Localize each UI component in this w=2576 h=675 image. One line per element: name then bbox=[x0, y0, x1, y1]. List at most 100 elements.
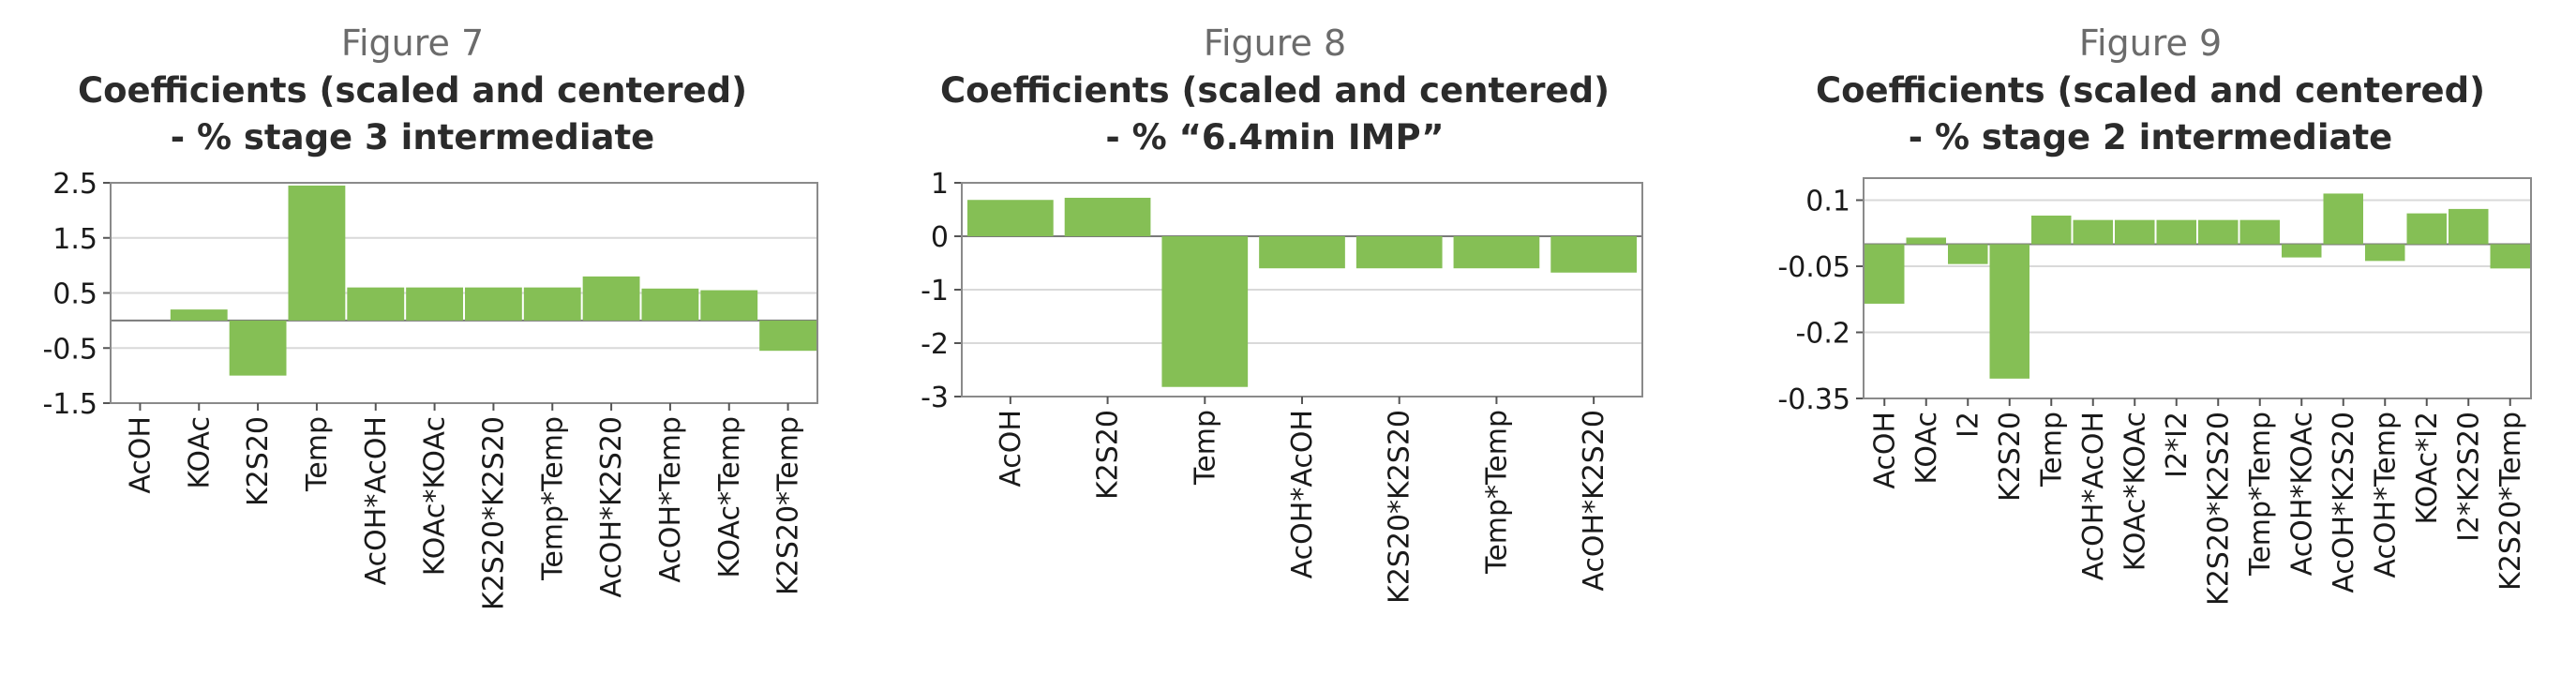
bar bbox=[641, 288, 699, 321]
y-tick-label: -0.05 bbox=[1777, 251, 1850, 284]
x-tick-label: K2S20*K2S20 bbox=[2202, 412, 2235, 606]
bar bbox=[967, 200, 1054, 236]
x-tick-label: AcOH*Temp bbox=[2369, 412, 2402, 578]
bar bbox=[2115, 219, 2155, 245]
x-tick-label: AcOH bbox=[124, 416, 157, 494]
bar bbox=[1161, 236, 1249, 387]
x-tick-label: KOAc*KOAc bbox=[419, 416, 452, 576]
y-tick-label: 0.1 bbox=[1805, 186, 1850, 218]
bar bbox=[1355, 236, 1443, 269]
chart-title: Coefficients (scaled and centered) - % s… bbox=[0, 68, 825, 161]
chart-title-line-1: Coefficients (scaled and centered) bbox=[939, 70, 1610, 111]
y-tick-label: 1 bbox=[931, 168, 949, 201]
chart-title-line-2: - % “6.4min IMP” bbox=[1105, 117, 1445, 158]
bar bbox=[2073, 219, 2113, 245]
x-tick-label: I2 bbox=[1952, 412, 1984, 438]
coefficient-bar-chart: 0.1 -0.05 -0.2 -0.35 AcOH KOAc I2 K2S20 Temp AcOH… bbox=[1777, 177, 2532, 606]
bar bbox=[406, 287, 463, 321]
bar bbox=[288, 185, 346, 321]
figure-7-panel: Figure 7 Coefficients (scaled and center… bbox=[0, 0, 825, 675]
bar bbox=[465, 287, 522, 321]
coefficient-bar-chart: 2.5 1.5 0.5 -0.5 -1.5 AcOH KOAc K2S20 Temp AcOH*A… bbox=[42, 168, 818, 610]
bar bbox=[1865, 244, 1905, 304]
x-tick-label: AcOH*AcOH bbox=[360, 416, 393, 585]
bar bbox=[170, 309, 228, 321]
x-tick-label: KOAc*Temp bbox=[713, 416, 746, 578]
x-tick-label: AcOH bbox=[1868, 412, 1901, 489]
x-tick-label: KOAc bbox=[183, 416, 216, 489]
x-tick-label: Temp bbox=[1189, 410, 1221, 486]
y-tick-label: 2.5 bbox=[52, 168, 97, 201]
x-tick-label: Temp bbox=[301, 416, 334, 492]
bar bbox=[759, 320, 816, 352]
x-tick-label: K2S20 bbox=[1092, 410, 1125, 500]
bar bbox=[229, 320, 287, 376]
chart-title-line-2: - % stage 2 intermediate bbox=[1908, 117, 2393, 158]
x-tick-label: K2S20*K2S20 bbox=[1384, 410, 1416, 604]
x-tick-label: K2S20*Temp bbox=[772, 416, 805, 595]
bar bbox=[2490, 244, 2530, 269]
x-tick-label: KOAc*KOAc bbox=[2119, 412, 2151, 571]
x-tick-label: Temp*Temp bbox=[1480, 410, 1513, 575]
x-tick-label: Temp*Temp bbox=[2244, 412, 2277, 577]
x-tick-label: AcOH*KOAc bbox=[2285, 412, 2318, 576]
y-tick-label: -3 bbox=[921, 382, 949, 414]
bar bbox=[1948, 244, 1988, 264]
chart-title-line-2: - % stage 3 intermediate bbox=[170, 117, 655, 158]
bar bbox=[347, 287, 405, 321]
chart-title: Coefficients (scaled and centered) - % s… bbox=[1725, 68, 2576, 161]
x-tick-label: I2*K2S20 bbox=[2452, 412, 2485, 542]
y-tick-label: 1.5 bbox=[52, 223, 97, 256]
x-tick-label: AcOH*K2S20 bbox=[2328, 412, 2360, 593]
x-tick-label: AcOH*AcOH bbox=[1286, 410, 1319, 578]
bar bbox=[2156, 219, 2196, 245]
bar bbox=[1453, 236, 1540, 269]
bar bbox=[1259, 236, 1345, 269]
bar bbox=[2282, 244, 2322, 258]
bar bbox=[2031, 215, 2072, 245]
bar bbox=[2323, 193, 2363, 245]
y-tick-label: -1 bbox=[921, 275, 949, 308]
x-tick-label: KOAc*I2 bbox=[2411, 412, 2444, 525]
x-tick-label: AcOH*K2S20 bbox=[1578, 410, 1610, 592]
y-tick-label: -2 bbox=[921, 328, 949, 361]
bar bbox=[2449, 208, 2489, 245]
bar bbox=[700, 290, 758, 321]
y-tick-label: -0.35 bbox=[1777, 383, 1850, 416]
bar bbox=[1906, 237, 1946, 245]
y-tick-label: -0.2 bbox=[1795, 318, 1850, 351]
y-tick-label: 0 bbox=[931, 221, 949, 254]
x-tick-label: AcOH*Temp bbox=[654, 416, 687, 583]
figure-9-panel: Figure 9 Coefficients (scaled and center… bbox=[1725, 0, 2576, 675]
x-tick-label: AcOH bbox=[995, 410, 1027, 488]
bar bbox=[1550, 236, 1637, 273]
y-tick-label: -1.5 bbox=[42, 388, 97, 421]
bar bbox=[523, 287, 581, 321]
figure-number: Figure 7 bbox=[340, 22, 485, 64]
bar bbox=[1064, 197, 1151, 236]
figure-8-panel: Figure 8 Coefficients (scaled and center… bbox=[862, 0, 1687, 675]
x-tick-label: K2S20 bbox=[1994, 412, 2027, 502]
bar bbox=[2406, 213, 2447, 245]
x-tick-label: Temp bbox=[2035, 412, 2068, 488]
figure-number: Figure 8 bbox=[1203, 22, 1347, 64]
bar bbox=[1989, 244, 2029, 379]
x-tick-label: K2S20*Temp bbox=[2494, 412, 2527, 591]
x-tick-label: AcOH*K2S20 bbox=[595, 416, 628, 598]
bar bbox=[2239, 219, 2280, 245]
bar bbox=[2198, 219, 2239, 245]
x-tick-label: KOAc bbox=[1910, 412, 1943, 485]
x-tick-label: K2S20 bbox=[242, 416, 275, 506]
x-tick-label: AcOH*AcOH bbox=[2077, 412, 2110, 580]
chart-title-line-1: Coefficients (scaled and centered) bbox=[77, 70, 748, 111]
plot-frame bbox=[1863, 177, 2532, 399]
figure-number: Figure 9 bbox=[2078, 22, 2223, 64]
coefficient-bar-chart: 1 0 -1 -2 -3 AcOH K2S20 Temp AcOH*AcOH K2S20*K2S2… bbox=[921, 168, 1643, 604]
y-tick-label: 0.5 bbox=[52, 278, 97, 311]
x-tick-label: Temp*Temp bbox=[536, 416, 569, 581]
plot-frame bbox=[110, 182, 818, 404]
x-tick-label: I2*I2 bbox=[2161, 412, 2194, 478]
chart-title: Coefficients (scaled and centered) - % “… bbox=[862, 68, 1687, 161]
x-tick-label: K2S20*K2S20 bbox=[477, 416, 510, 610]
bar bbox=[582, 276, 640, 321]
